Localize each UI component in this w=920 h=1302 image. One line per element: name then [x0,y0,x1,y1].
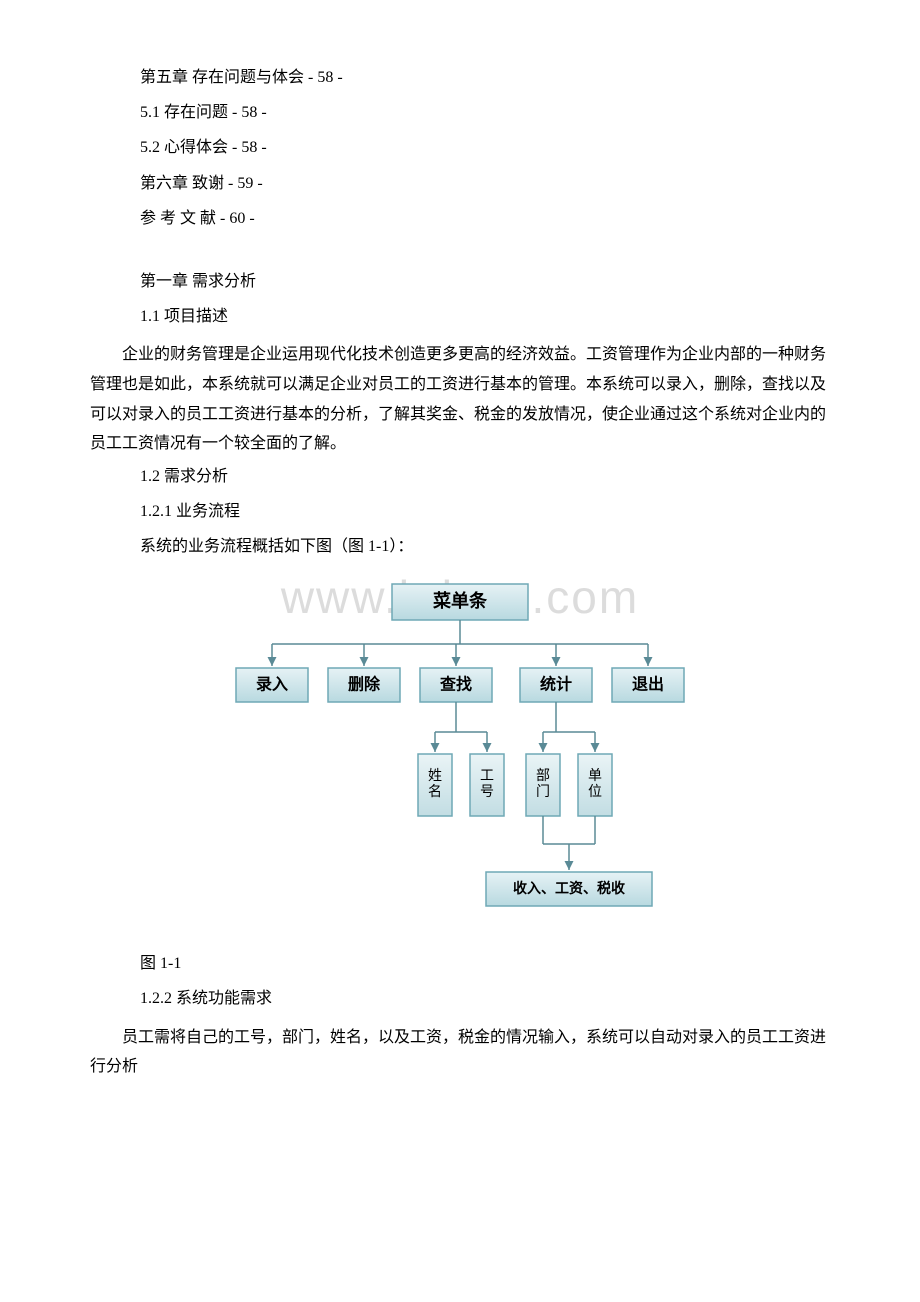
document-content: 第五章 存在问题与体会 - 58 - 5.1 存在问题 - 58 - 5.2 心… [90,60,830,1082]
svg-text:号: 号 [480,785,494,800]
toc-line: 5.2 心得体会 - 58 - [90,130,830,165]
svg-text:位: 位 [588,784,602,800]
paragraph: 系统的业务流程概括如下图（图 1-1）： [90,529,830,564]
svg-text:门: 门 [536,784,550,800]
section-heading: 1.1 项目描述 [90,299,830,334]
paragraph: 企业的财务管理是企业运用现代化技术创造更多更高的经济效益。工资管理作为企业内部的… [90,340,830,458]
toc-line: 5.1 存在问题 - 58 - [90,95,830,130]
svg-text:查找: 查找 [440,675,472,694]
svg-text:统计: 统计 [540,675,572,694]
svg-text:录入: 录入 [256,676,288,694]
svg-text:姓: 姓 [428,768,442,784]
figure-caption: 图 1-1 [90,946,830,981]
toc-line: 第五章 存在问题与体会 - 58 - [90,60,830,95]
flowchart-figure: 菜单条录入 删除 查找 统计 退出姓名 工号 部门 单位收入、工资、税收 [90,576,830,926]
section-heading: 1.2.1 业务流程 [90,494,830,529]
svg-text:部: 部 [536,768,550,784]
svg-text:收入、工资、税收: 收入、工资、税收 [513,880,626,897]
section-heading: 1.2 需求分析 [90,459,830,494]
svg-text:单: 单 [588,768,602,784]
chapter-title: 第一章 需求分析 [90,264,830,299]
svg-text:工: 工 [480,769,494,784]
toc-line: 第六章 致谢 - 59 - [90,166,830,201]
paragraph: 员工需将自己的工号，部门，姓名，以及工资，税金的情况输入，系统可以自动对录入的员… [90,1023,830,1082]
flowchart-svg: 菜单条录入 删除 查找 统计 退出姓名 工号 部门 单位收入、工资、税收 [230,576,690,926]
svg-text:名: 名 [428,784,442,800]
toc-line: 参 考 文 献 - 60 - [90,201,830,236]
svg-text:退出: 退出 [632,675,664,694]
section-heading: 1.2.2 系统功能需求 [90,981,830,1016]
svg-text:删除: 删除 [348,675,381,694]
svg-text:菜单条: 菜单条 [432,590,488,611]
